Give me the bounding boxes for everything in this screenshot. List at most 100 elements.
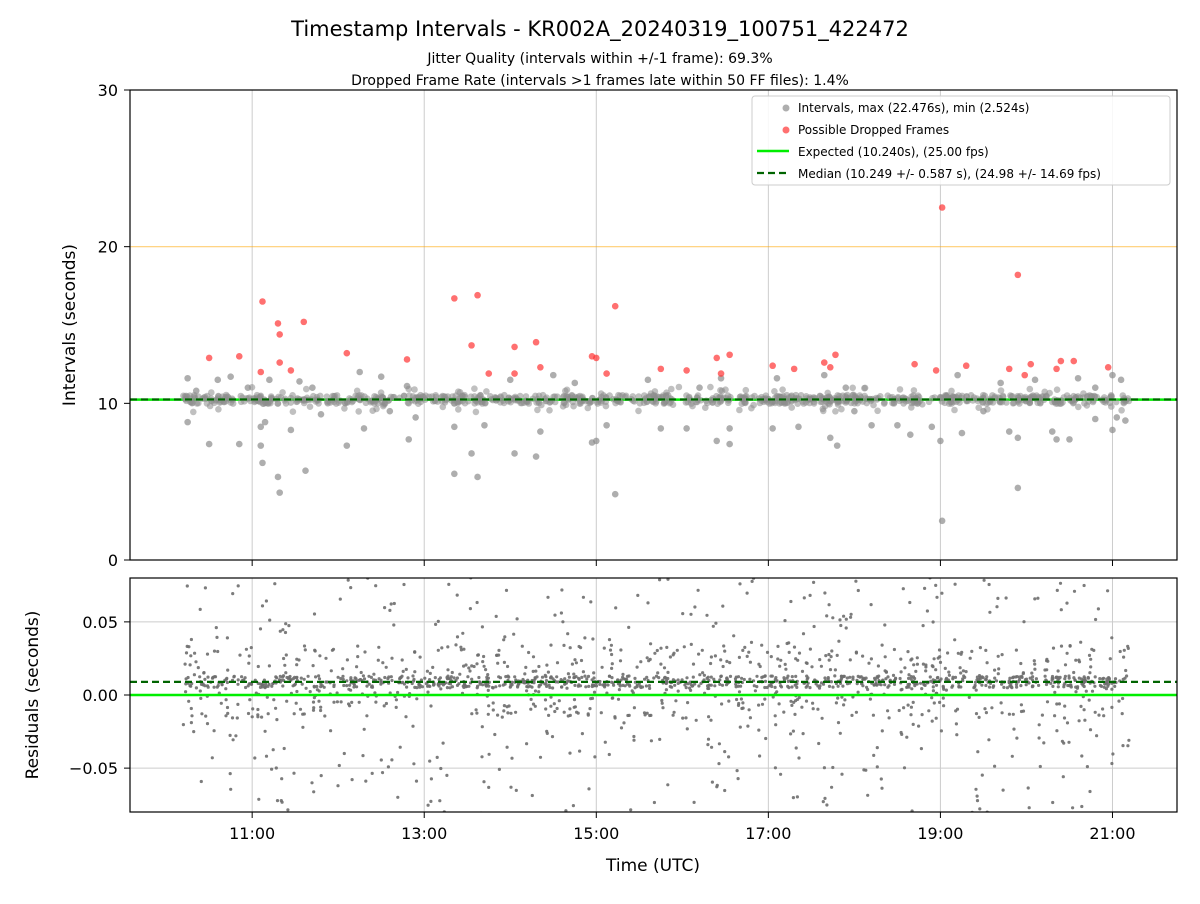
residual-point: [412, 762, 416, 766]
residual-point: [639, 685, 643, 690]
residual-point: [671, 678, 676, 682]
residual-point: [311, 700, 316, 704]
interval-point: [726, 440, 733, 448]
interval-point: [1003, 399, 1010, 406]
residual-point: [776, 657, 780, 661]
residual-point: [1087, 698, 1091, 702]
residual-point: [719, 674, 723, 679]
residual-point: [905, 735, 909, 739]
dropped-frame-point: [657, 365, 665, 373]
residual-points: [181, 571, 1131, 820]
residual-point: [383, 675, 387, 680]
interval-point: [203, 400, 211, 407]
interval-point: [563, 386, 571, 394]
residual-point: [892, 682, 897, 687]
residual-point: [390, 656, 394, 660]
residual-point: [500, 715, 504, 719]
residual-point: [854, 710, 859, 714]
residual-point: [614, 606, 618, 610]
residual-point: [435, 573, 438, 576]
interval-point: [602, 402, 610, 410]
residual-point: [692, 800, 696, 805]
residual-point: [189, 706, 193, 711]
interval-point: [289, 408, 297, 416]
residual-point: [480, 755, 484, 759]
residual-point: [1033, 667, 1037, 671]
residual-point: [205, 722, 210, 726]
residual-point: [353, 676, 357, 680]
residual-point: [347, 572, 350, 575]
residuals-x-ticks: 11:00 13:00 15:00 17:00 19:00 21:00: [229, 812, 1136, 843]
residual-point: [1034, 677, 1038, 681]
residual-point: [706, 675, 710, 679]
residual-point: [1122, 648, 1126, 652]
residual-point: [236, 678, 240, 682]
residual-point: [370, 685, 375, 689]
residual-point: [482, 664, 486, 668]
residual-point: [801, 632, 806, 636]
residual-point: [683, 683, 687, 687]
residual-point: [993, 764, 997, 768]
residual-point: [647, 684, 652, 688]
residual-point: [188, 663, 192, 667]
residual-point: [956, 651, 960, 655]
residual-point: [270, 767, 274, 771]
residual-point: [413, 670, 417, 674]
dropped-frame-point: [932, 367, 940, 374]
residual-point: [487, 752, 491, 756]
residual-point: [721, 604, 725, 608]
residual-point: [1072, 589, 1077, 593]
residual-point: [857, 571, 860, 574]
residual-point: [924, 669, 928, 673]
residual-point: [867, 661, 871, 665]
residual-point: [682, 645, 686, 649]
residual-point: [676, 678, 680, 682]
residual-point: [445, 773, 449, 778]
residual-point: [502, 660, 506, 665]
residual-point: [367, 682, 371, 686]
residual-point: [580, 732, 585, 736]
residual-point: [585, 677, 589, 681]
interval-point: [302, 467, 309, 475]
residual-point: [248, 698, 252, 702]
residual-point: [934, 583, 938, 588]
dropped-frame-point: [1027, 360, 1035, 368]
residual-point: [984, 711, 989, 715]
residual-point: [404, 667, 408, 672]
residual-point: [849, 612, 853, 616]
residual-point: [642, 711, 647, 715]
dropped-frame-point: [726, 351, 733, 359]
residual-point: [645, 711, 649, 715]
residual-point: [974, 787, 978, 791]
residual-point: [555, 675, 559, 679]
residual-point: [384, 665, 388, 669]
interval-point: [441, 399, 449, 406]
time-x-tick-label: 13:00: [401, 824, 447, 843]
interval-point: [355, 408, 363, 415]
residual-point: [811, 701, 815, 705]
residual-point: [377, 645, 381, 649]
residual-point: [283, 630, 288, 635]
residual-point: [299, 676, 303, 680]
residual-point: [559, 678, 563, 682]
residual-point: [902, 706, 906, 710]
residual-point: [312, 706, 316, 710]
residual-point: [1022, 817, 1025, 820]
residual-point: [1083, 718, 1087, 722]
residual-point: [1043, 668, 1047, 672]
interval-point: [315, 400, 322, 407]
dropped-frame-point: [257, 368, 265, 376]
residual-point: [645, 675, 649, 680]
interval-point: [980, 407, 987, 415]
residual-point: [482, 654, 486, 659]
residual-point: [1104, 680, 1108, 684]
residual-point: [369, 675, 373, 680]
residual-point: [930, 696, 934, 700]
residual-point: [668, 684, 672, 689]
residual-point: [361, 754, 365, 758]
residual-point: [1110, 687, 1114, 691]
residual-point: [826, 677, 830, 681]
interval-point: [851, 407, 858, 415]
residual-point: [829, 680, 834, 684]
residual-point: [598, 682, 602, 687]
